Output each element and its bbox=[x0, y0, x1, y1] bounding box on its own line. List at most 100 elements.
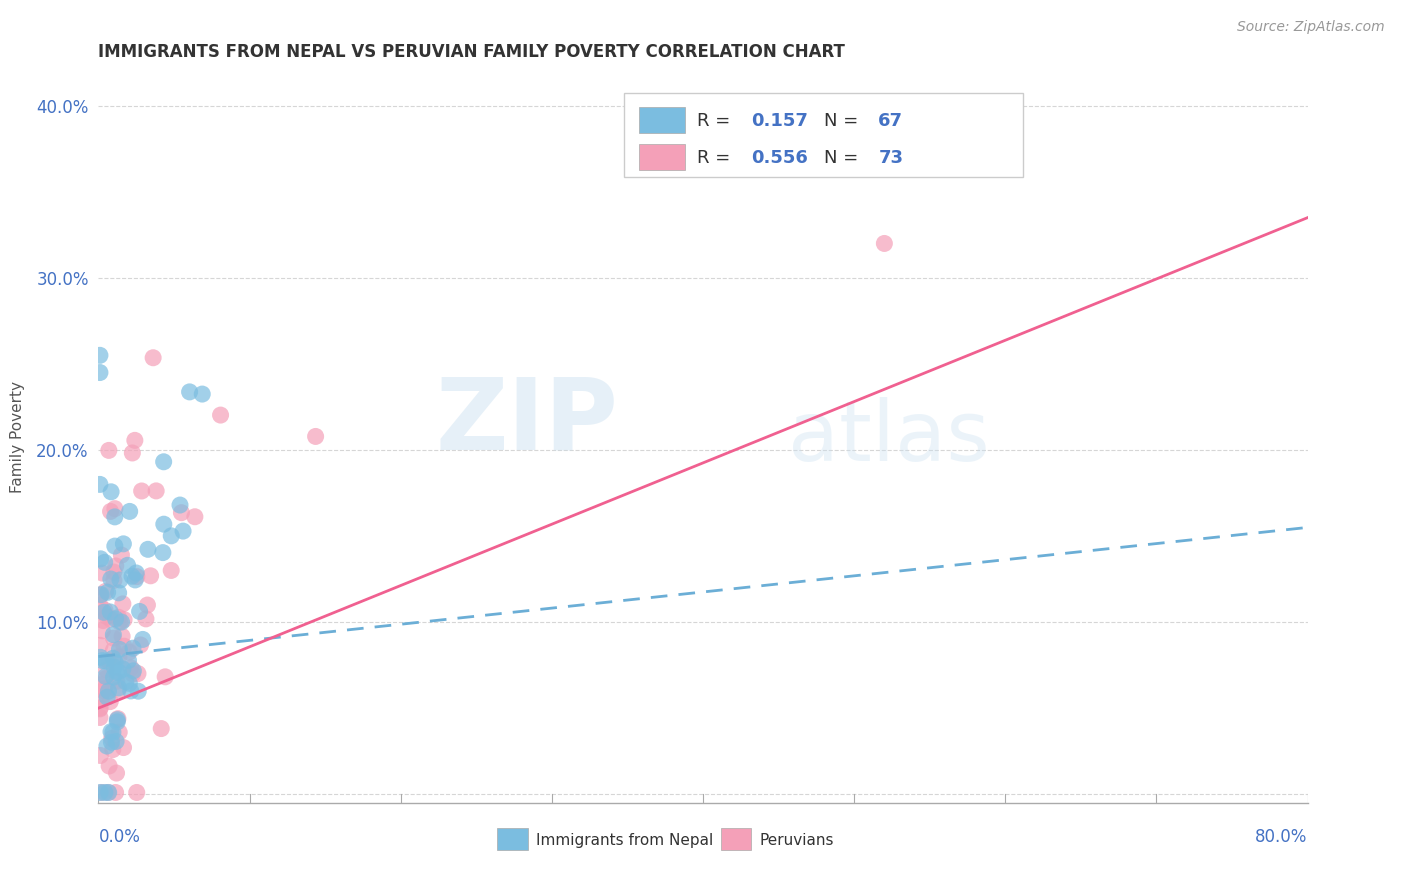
Point bbox=[169, 498, 191, 512]
FancyBboxPatch shape bbox=[638, 145, 685, 170]
Point bbox=[103, 643, 125, 657]
Point bbox=[110, 615, 132, 629]
Point bbox=[124, 573, 146, 587]
Point bbox=[107, 665, 129, 679]
Point bbox=[101, 742, 124, 756]
Point bbox=[105, 734, 128, 748]
Point bbox=[94, 584, 117, 599]
Point bbox=[89, 638, 111, 652]
Point bbox=[100, 735, 122, 749]
Text: 80.0%: 80.0% bbox=[1256, 828, 1308, 846]
Point bbox=[103, 660, 125, 674]
Point bbox=[90, 785, 112, 799]
Point bbox=[105, 714, 128, 729]
Point bbox=[104, 509, 127, 524]
Text: 0.556: 0.556 bbox=[751, 149, 808, 167]
Point bbox=[89, 599, 111, 613]
Point bbox=[89, 702, 111, 716]
Point bbox=[104, 539, 127, 553]
Point bbox=[107, 681, 129, 695]
Point bbox=[120, 684, 142, 698]
Point bbox=[101, 651, 124, 665]
Point bbox=[118, 676, 141, 690]
Point bbox=[103, 627, 125, 641]
Point bbox=[191, 387, 214, 401]
Point bbox=[125, 785, 148, 799]
Point bbox=[105, 766, 128, 780]
Point bbox=[100, 612, 122, 626]
Point bbox=[135, 612, 157, 626]
Point bbox=[89, 348, 111, 362]
Point bbox=[108, 649, 131, 664]
Text: IMMIGRANTS FROM NEPAL VS PERUVIAN FAMILY POVERTY CORRELATION CHART: IMMIGRANTS FROM NEPAL VS PERUVIAN FAMILY… bbox=[98, 44, 845, 62]
Point bbox=[97, 785, 120, 799]
Point bbox=[100, 724, 122, 739]
Text: 0.0%: 0.0% bbox=[98, 828, 141, 846]
Point bbox=[94, 654, 117, 668]
Point bbox=[122, 641, 145, 656]
Text: Source: ZipAtlas.com: Source: ZipAtlas.com bbox=[1237, 20, 1385, 34]
Point bbox=[90, 694, 112, 708]
Point bbox=[91, 654, 114, 668]
Point bbox=[152, 546, 174, 560]
Point bbox=[122, 664, 145, 678]
Point bbox=[96, 690, 118, 705]
Point bbox=[112, 613, 135, 627]
Point bbox=[97, 785, 120, 799]
Point bbox=[94, 785, 117, 799]
Point bbox=[104, 785, 127, 799]
Point bbox=[127, 666, 149, 681]
Point bbox=[98, 695, 121, 709]
Point bbox=[111, 662, 134, 676]
Point bbox=[98, 759, 121, 773]
Point bbox=[97, 654, 120, 668]
Point bbox=[91, 614, 114, 628]
Point bbox=[94, 672, 117, 686]
Point bbox=[93, 605, 115, 619]
Point bbox=[152, 455, 174, 469]
Point bbox=[121, 446, 143, 460]
Point bbox=[98, 605, 121, 619]
Point bbox=[96, 663, 118, 677]
Point bbox=[89, 650, 111, 665]
Text: 67: 67 bbox=[879, 112, 903, 129]
Point bbox=[107, 610, 129, 624]
Point bbox=[94, 669, 117, 683]
Text: Immigrants from Nepal: Immigrants from Nepal bbox=[536, 833, 713, 848]
Point bbox=[108, 573, 131, 587]
Text: R =: R = bbox=[697, 149, 735, 167]
Point bbox=[89, 748, 111, 763]
Point bbox=[120, 661, 142, 675]
Point bbox=[160, 529, 183, 543]
Point bbox=[139, 569, 162, 583]
Point bbox=[100, 731, 122, 746]
Point bbox=[111, 629, 134, 643]
FancyBboxPatch shape bbox=[498, 829, 527, 850]
Point bbox=[110, 548, 132, 562]
Point bbox=[179, 384, 201, 399]
Point bbox=[108, 642, 131, 657]
Point bbox=[90, 678, 112, 692]
Point bbox=[145, 483, 167, 498]
Text: 0.157: 0.157 bbox=[751, 112, 808, 129]
Point bbox=[89, 366, 111, 380]
Point bbox=[103, 631, 125, 645]
Text: R =: R = bbox=[697, 112, 735, 129]
Point bbox=[127, 684, 149, 698]
Point bbox=[132, 632, 155, 647]
Point bbox=[91, 566, 114, 580]
Point bbox=[125, 566, 148, 580]
Point bbox=[114, 674, 136, 689]
Point bbox=[124, 434, 146, 448]
Point bbox=[111, 597, 134, 611]
Text: ZIP: ZIP bbox=[436, 374, 619, 471]
Text: 73: 73 bbox=[879, 149, 903, 167]
Point bbox=[96, 739, 118, 753]
Point bbox=[89, 477, 111, 491]
Point bbox=[112, 639, 135, 653]
Point bbox=[89, 710, 111, 724]
Point bbox=[107, 712, 129, 726]
Text: N =: N = bbox=[824, 112, 863, 129]
Point bbox=[112, 740, 135, 755]
Point bbox=[96, 609, 118, 624]
